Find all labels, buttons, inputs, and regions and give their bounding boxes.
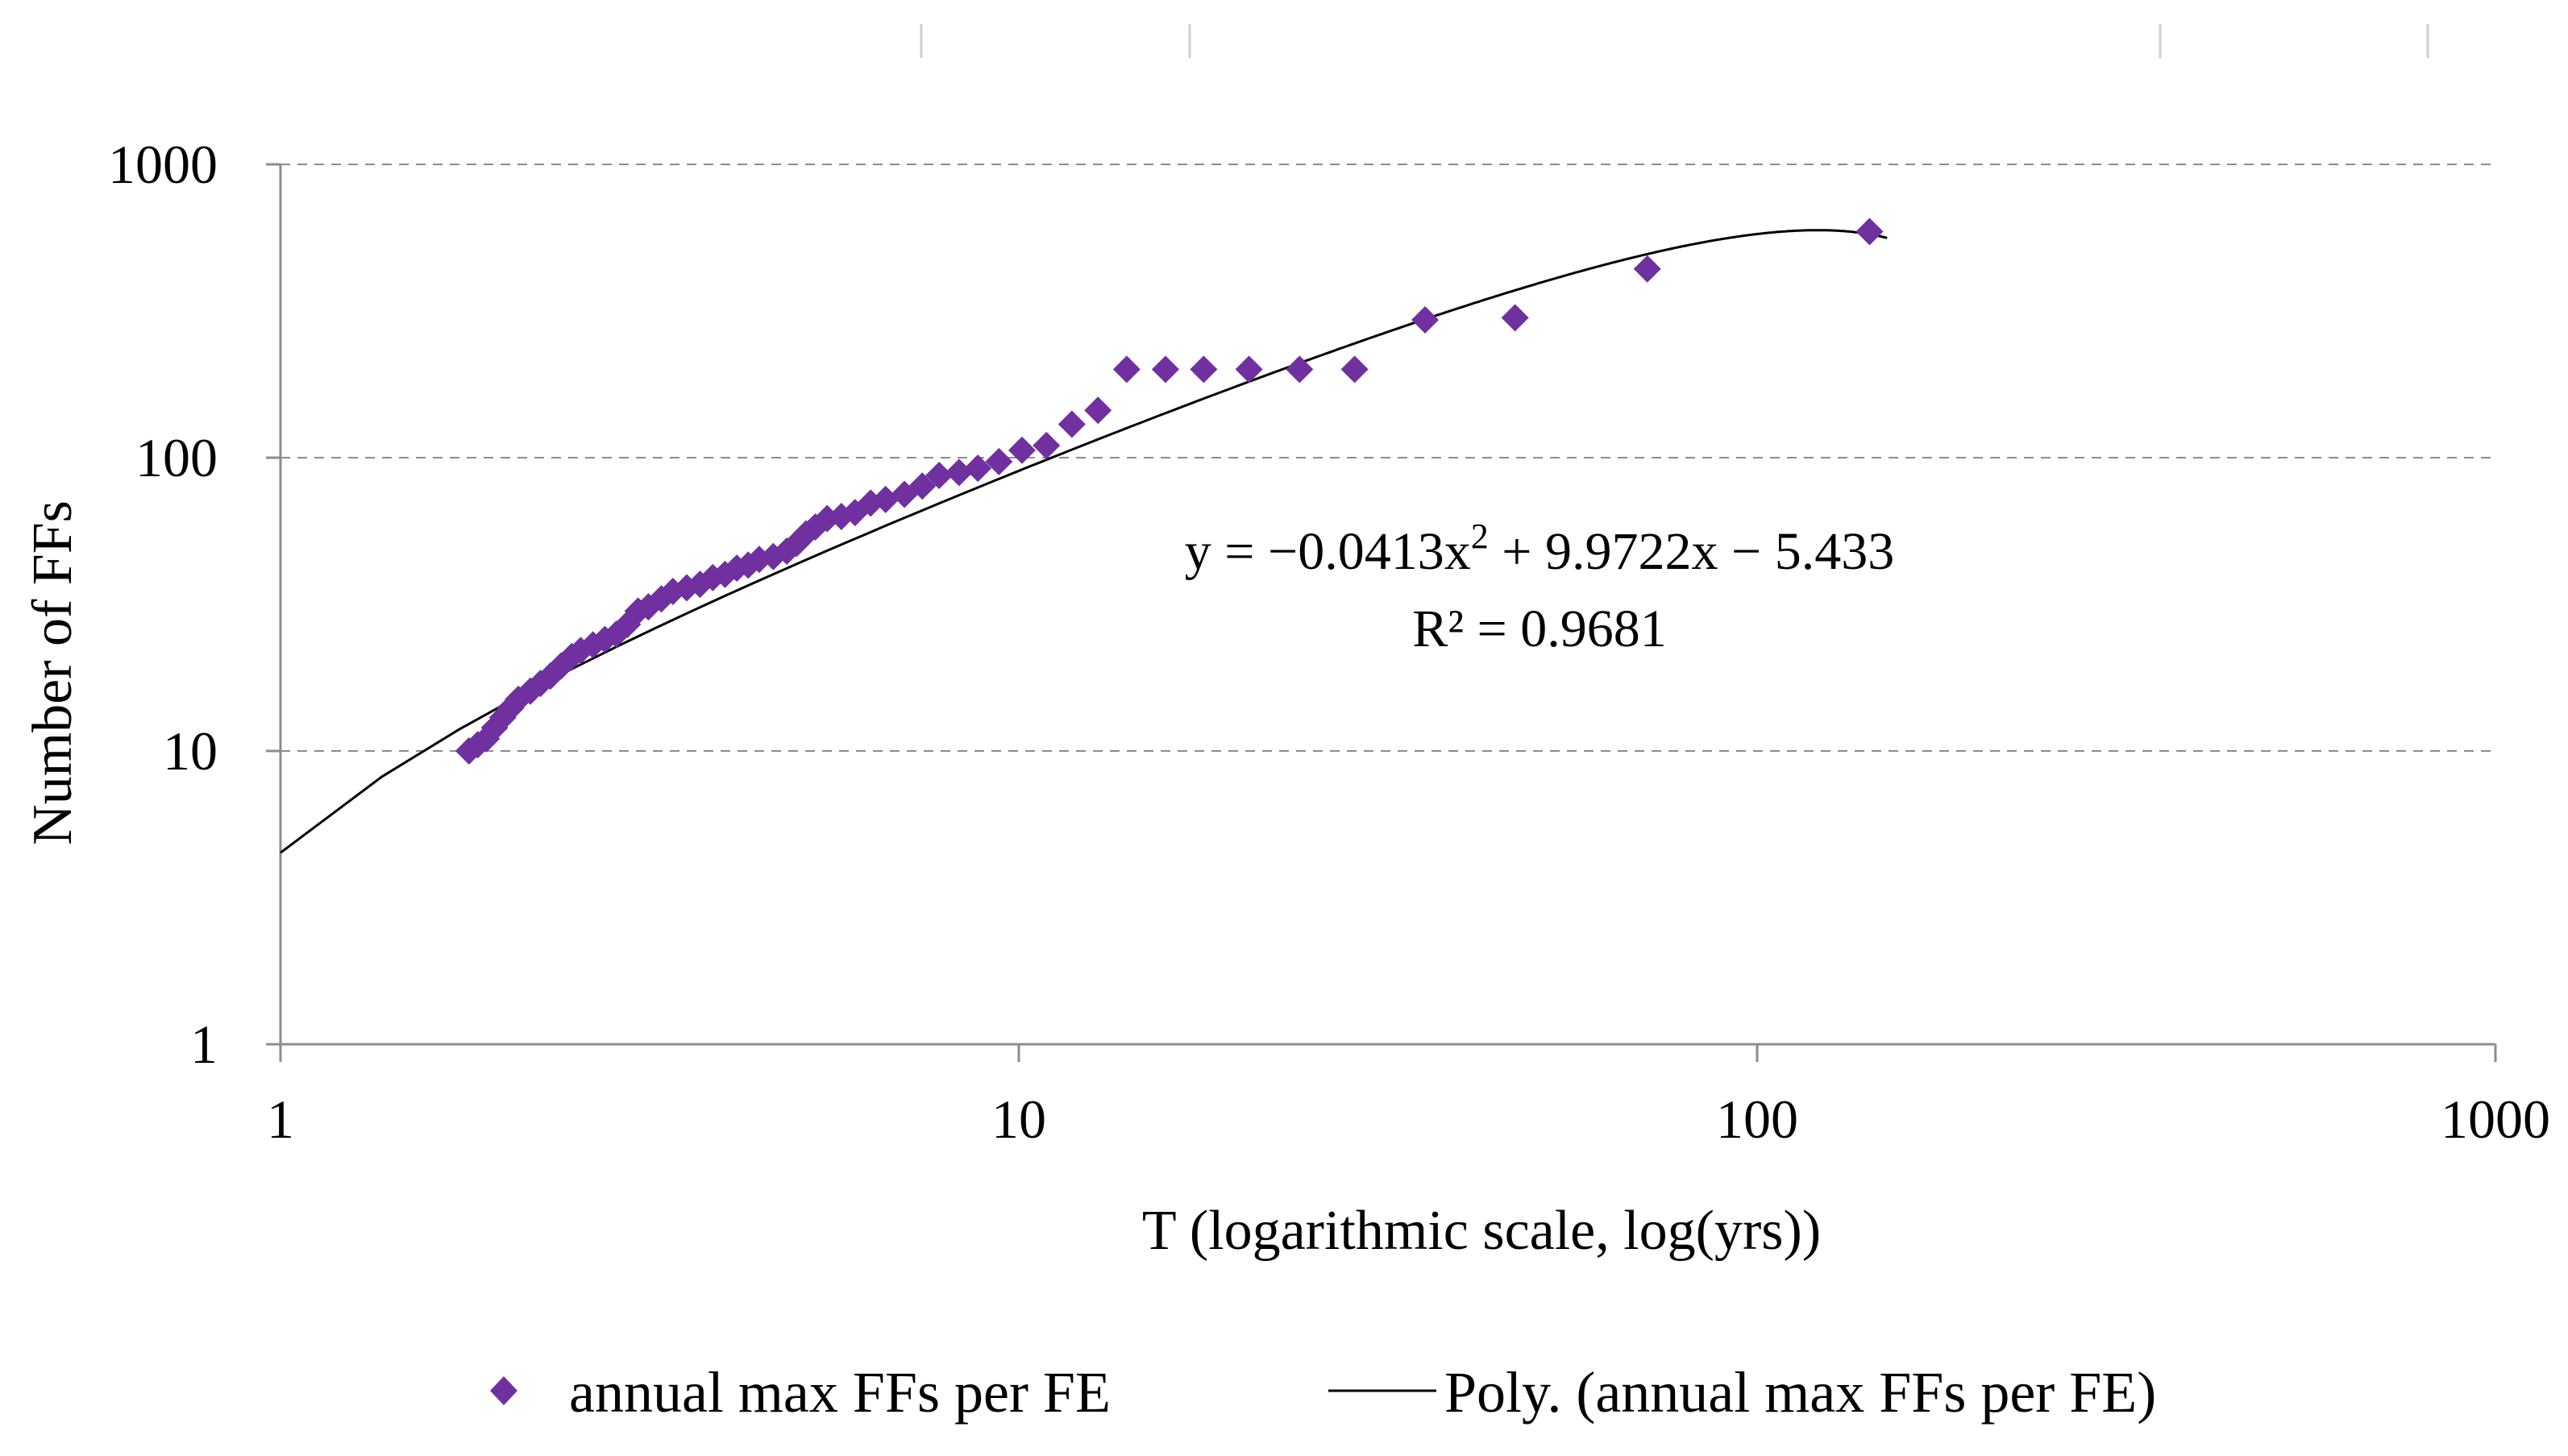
data-point-42 <box>964 454 992 483</box>
data-point-57 <box>1855 218 1884 246</box>
data-point-40 <box>925 462 954 490</box>
equation-exponent: 2 <box>1471 516 1489 556</box>
legend-label-trendline: Poly. (annual max FFs per FE) <box>1444 1360 2156 1425</box>
data-point-47 <box>1084 396 1112 425</box>
data-point-44 <box>1008 436 1036 464</box>
axes <box>266 163 2497 1062</box>
data-point-56 <box>1633 255 1661 283</box>
x-tick-label-1000: 1000 <box>2441 1089 2550 1150</box>
data-point-41 <box>945 458 973 487</box>
data-point-54 <box>1411 305 1440 334</box>
data-point-49 <box>1151 355 1179 384</box>
equation-prefix: y = −0.0413x <box>1185 522 1471 581</box>
trendline-equation: y = −0.0413x2 + 9.9722x − 5.433 <box>1185 516 1894 581</box>
data-point-46 <box>1058 410 1086 438</box>
y-tick-label-1: 1 <box>190 1014 218 1075</box>
y-tick-label-10: 10 <box>163 720 218 782</box>
equation-suffix: + 9.9722x − 5.433 <box>1489 522 1894 581</box>
data-point-55 <box>1501 304 1529 332</box>
legend-marker-diamond-icon <box>490 1376 517 1405</box>
legend-label-scatter: annual max FFs per FE <box>569 1360 1111 1425</box>
x-tick-label-1: 1 <box>267 1089 294 1150</box>
trendline-layer <box>280 229 1888 854</box>
y-tick-label-1000: 1000 <box>108 134 218 195</box>
trendline-poly <box>280 229 1888 854</box>
data-points <box>455 218 1884 765</box>
tick-labels: 1 10 100 1000 1 10 100 1000 <box>108 134 2550 1150</box>
data-point-52 <box>1286 355 1314 384</box>
y-tick-label-100: 100 <box>135 427 218 488</box>
data-point-51 <box>1235 355 1263 384</box>
data-point-43 <box>985 447 1013 475</box>
data-point-39 <box>908 472 937 500</box>
top-separators <box>920 24 2429 58</box>
data-point-50 <box>1190 355 1218 384</box>
x-axis-title: T (logarithmic scale, log(yrs)) <box>1142 1200 1821 1262</box>
r-squared-label: R² = 0.9681 <box>1412 599 1667 658</box>
x-tick-label-100: 100 <box>1716 1089 1798 1150</box>
data-point-48 <box>1112 355 1141 384</box>
data-point-53 <box>1340 355 1369 384</box>
data-point-45 <box>1033 431 1061 459</box>
gridlines <box>280 164 2495 752</box>
legend: annual max FFs per FE Poly. (annual max … <box>490 1360 2156 1425</box>
y-axis-title: Number of FFs <box>22 500 84 845</box>
x-tick-label-10: 10 <box>991 1089 1046 1150</box>
